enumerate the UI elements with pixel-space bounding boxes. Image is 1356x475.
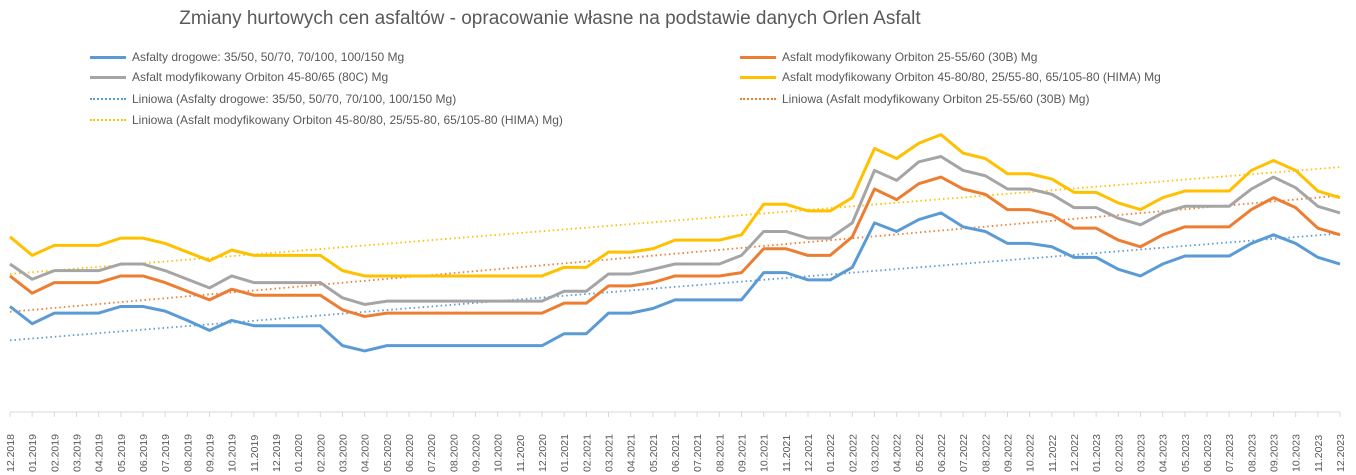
x-tick-label: 01.2022 xyxy=(825,434,837,472)
x-tick-label: 08.2020 xyxy=(448,434,460,472)
x-tick-label: 11.2022 xyxy=(1047,435,1059,472)
x-tick-label: 09.2022 xyxy=(1003,434,1015,472)
x-tick-label: 05.2019 xyxy=(116,434,128,472)
x-tick-label: 12.2021 xyxy=(803,434,815,472)
trendline-4 xyxy=(9,232,1341,342)
x-tick-label: 06.2020 xyxy=(404,434,416,472)
x-tick-label: 03.2021 xyxy=(604,434,616,472)
x-tick-label: 12.2018 xyxy=(5,434,17,472)
x-tick-label: 03.2022 xyxy=(870,434,882,472)
x-tick-label: 04.2021 xyxy=(626,434,638,472)
x-tick-label: 03.2019 xyxy=(72,434,84,472)
legend-swatch-trend-asfalty-drogowe xyxy=(90,98,126,100)
legend-label: Asfalt modyfikowany Orbiton 25-55/60 (30… xyxy=(782,50,1038,64)
x-tick-label: 08.2023 xyxy=(1246,434,1258,472)
x-tick-label: 08.2019 xyxy=(182,434,194,472)
x-tick-label: 09.2019 xyxy=(205,434,217,472)
x-tick-label: 01.2021 xyxy=(559,434,571,472)
legend-item-trend-orbiton-30b: Liniowa (Asfalt modyfikowany Orbiton 25-… xyxy=(740,92,1089,106)
legend-item-orbiton-hima: Asfalt modyfikowany Orbiton 45-80/80, 25… xyxy=(740,70,1161,84)
legend-swatch-trend-orbiton-hima xyxy=(90,119,126,121)
trendline-6 xyxy=(9,166,1341,275)
x-tick-label: 06.2019 xyxy=(138,434,150,472)
x-tick-label: 12.2019 xyxy=(271,434,283,472)
x-tick-label: 12.2022 xyxy=(1069,434,1081,472)
legend-label: Asfalt modyfikowany Orbiton 45-80/80, 25… xyxy=(782,70,1161,84)
x-tick-label: 07.2020 xyxy=(426,434,438,472)
x-tick-label: 01.2023 xyxy=(1091,434,1103,472)
x-tick-label: 11.2019 xyxy=(249,435,261,472)
series-line-2 xyxy=(9,155,1341,306)
x-tick-label: 04.2022 xyxy=(892,434,904,472)
legend-swatch-trend-orbiton-30b xyxy=(740,98,776,100)
x-tick-label: 03.2020 xyxy=(338,434,350,472)
x-tick-label: 02.2023 xyxy=(1113,434,1125,472)
x-tick-label: 04.2020 xyxy=(360,434,372,472)
x-tick-label: 06.2023 xyxy=(1202,434,1214,472)
legend-label: Liniowa (Asfalty drogowe: 35/50, 50/70, … xyxy=(132,92,457,106)
x-tick-label: 12.2023 xyxy=(1335,434,1347,472)
x-tick-label: 08.2022 xyxy=(980,434,992,472)
legend-label: Liniowa (Asfalt modyfikowany Orbiton 45-… xyxy=(132,113,563,127)
x-tick-label: 11.2020 xyxy=(515,435,527,472)
x-tick-label: 11.2021 xyxy=(781,435,793,472)
x-tick-label: 06.2021 xyxy=(670,434,682,472)
x-tick-label: 04.2019 xyxy=(94,434,106,472)
x-tick-label: 01.2020 xyxy=(293,434,305,472)
x-tick-label: 05.2021 xyxy=(648,434,660,472)
x-tick-label: 08.2021 xyxy=(714,434,726,472)
x-tick-label: 02.2021 xyxy=(581,434,593,472)
legend-swatch-orbiton-80c xyxy=(90,75,126,79)
x-tick-label: 02.2020 xyxy=(315,434,327,472)
legend-item-orbiton-30b: Asfalt modyfikowany Orbiton 25-55/60 (30… xyxy=(740,50,1037,64)
series-line-3 xyxy=(9,133,1341,278)
series-line-0 xyxy=(9,211,1341,353)
x-tick-label: 02.2019 xyxy=(49,434,61,472)
series-line-1 xyxy=(9,175,1341,318)
legend-swatch-orbiton-hima xyxy=(740,75,776,79)
x-tick-label: 07.2021 xyxy=(692,434,704,472)
x-tick-label: 10.2019 xyxy=(227,434,239,472)
trendline-5 xyxy=(9,194,1341,313)
legend-item-asfalty-drogowe: Asfalty drogowe: 35/50, 50/70, 70/100, 1… xyxy=(90,50,404,64)
legend-item-orbiton-80c: Asfalt modyfikowany Orbiton 45-80/65 (80… xyxy=(90,70,388,84)
legend-label: Liniowa (Asfalt modyfikowany Orbiton 25-… xyxy=(782,92,1090,106)
x-tick-label: 03.2023 xyxy=(1136,434,1148,472)
x-tick-label: 09.2020 xyxy=(471,434,483,472)
x-tick-label: 05.2022 xyxy=(914,434,926,472)
legend-swatch-orbiton-30b xyxy=(740,55,776,59)
chart-title: Zmiany hurtowych cen asfaltów - opracowa… xyxy=(179,8,921,29)
legend-swatch-asfalty-drogowe xyxy=(90,55,126,59)
legend-label: Asfalty drogowe: 35/50, 50/70, 70/100, 1… xyxy=(132,50,405,64)
x-tick-label: 09.2021 xyxy=(737,434,749,472)
x-tick-label: 10.2023 xyxy=(1291,434,1303,472)
legend-item-trend-asfalty-drogowe: Liniowa (Asfalty drogowe: 35/50, 50/70, … xyxy=(90,92,456,106)
x-tick-label: 12.2020 xyxy=(537,434,549,472)
x-tick-label: 01.2019 xyxy=(27,434,39,472)
x-tick-label: 07.2019 xyxy=(160,434,172,472)
legend-label: Asfalt modyfikowany Orbiton 45-80/65 (80… xyxy=(132,70,389,84)
x-tick-label: 05.2023 xyxy=(1180,434,1192,472)
x-tick-label: 06.2022 xyxy=(936,434,948,472)
x-tick-label: 10.2020 xyxy=(493,434,505,472)
legend: Asfalty drogowe: 35/50, 50/70, 70/100, 1… xyxy=(0,0,1356,130)
x-tick-label: 02.2022 xyxy=(847,434,859,472)
x-tick-label: 05.2020 xyxy=(382,434,394,472)
legend-item-trend-orbiton-hima: Liniowa (Asfalt modyfikowany Orbiton 45-… xyxy=(90,113,563,127)
x-tick-label: 04.2023 xyxy=(1158,434,1170,472)
x-tick-label: 07.2023 xyxy=(1224,434,1236,472)
x-tick-label: 10.2021 xyxy=(759,434,771,472)
x-tick-label: 09.2023 xyxy=(1269,434,1281,472)
x-tick-label: 07.2022 xyxy=(958,434,970,472)
x-tick-label: 10.2022 xyxy=(1025,434,1037,472)
x-tick-label: 11.2023 xyxy=(1313,435,1325,472)
